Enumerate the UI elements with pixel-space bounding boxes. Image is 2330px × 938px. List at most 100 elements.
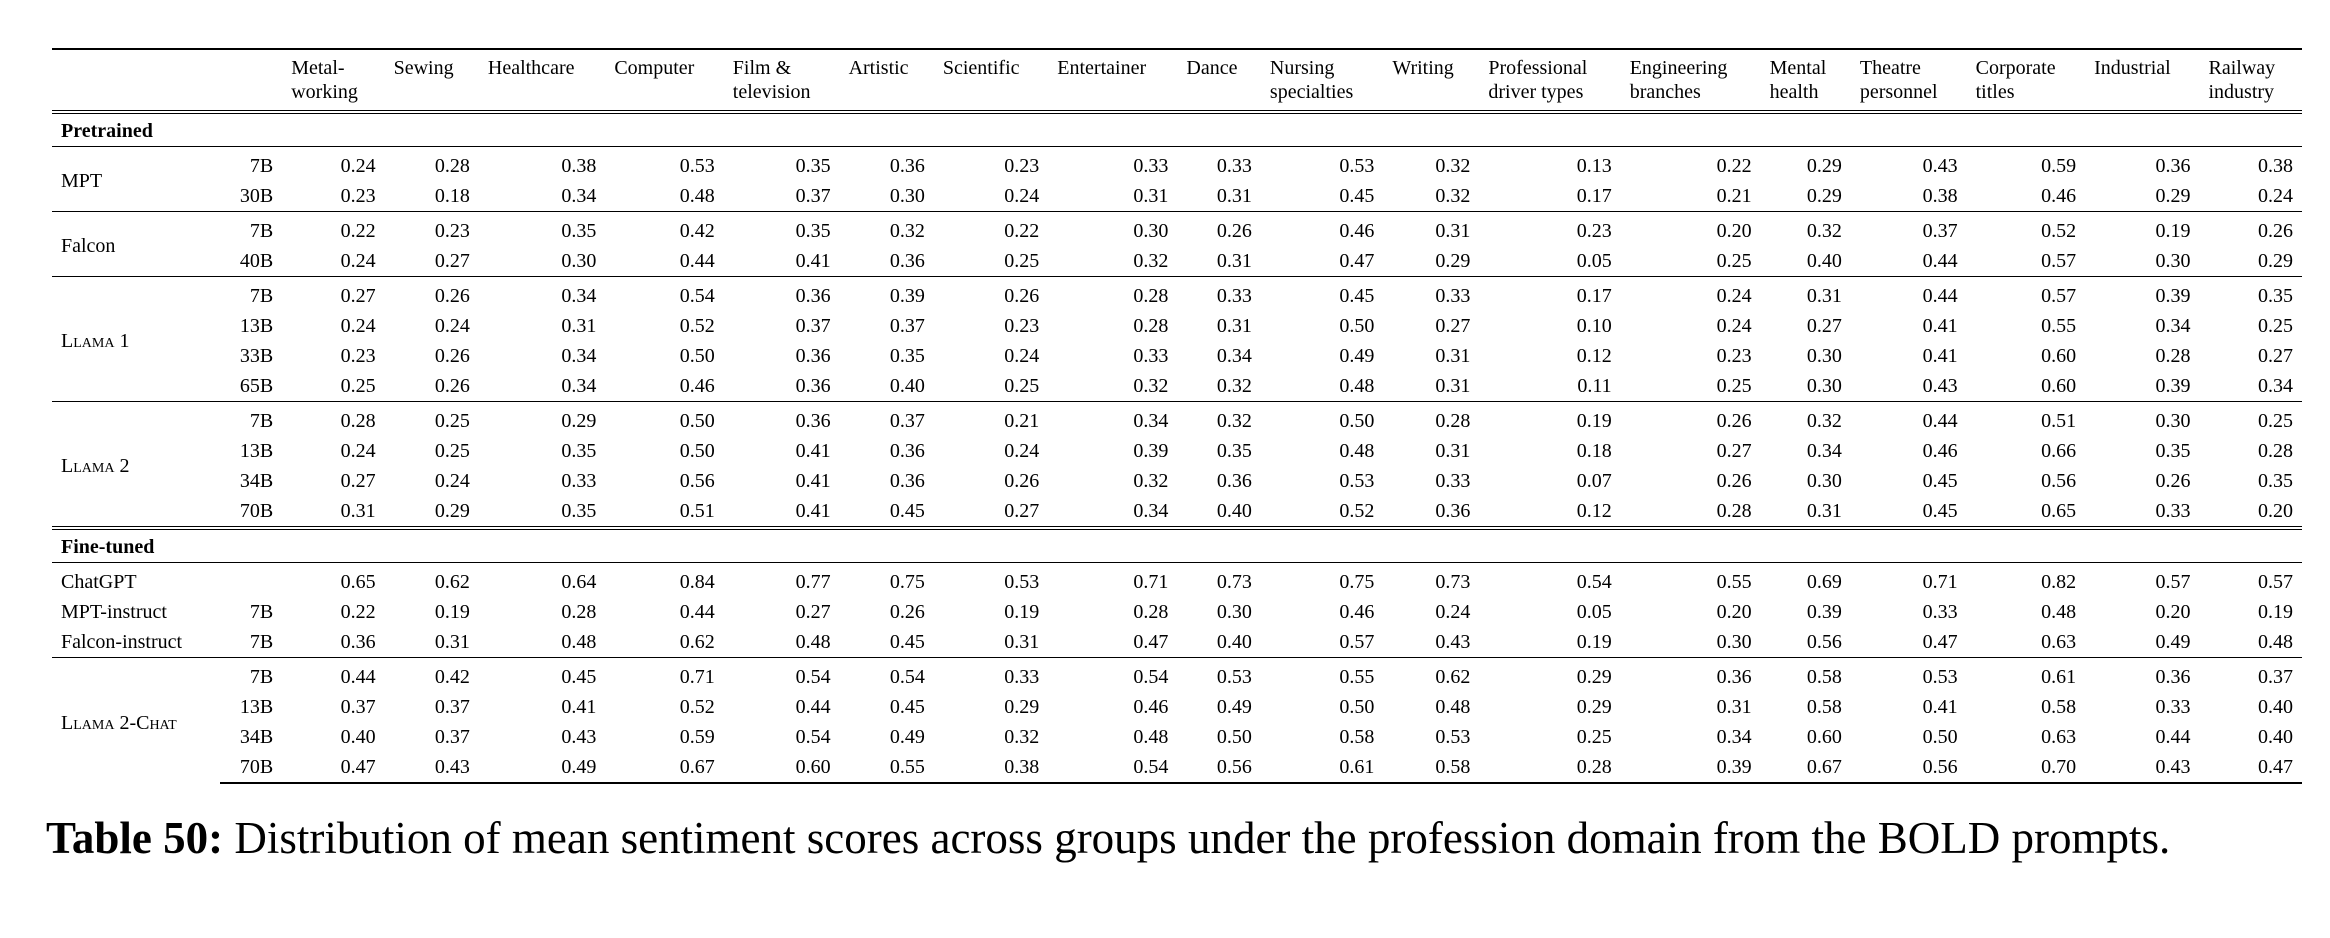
score-cell: 0.43 — [561, 726, 597, 748]
score-cell: 0.38 — [2258, 155, 2293, 177]
model-size: 30B — [239, 185, 274, 207]
score-cell: 0.67 — [1760, 752, 1851, 784]
score-cell: 0.34 — [1133, 500, 1169, 522]
score-cell: 0.52 — [679, 315, 715, 337]
score-cell: 0.26 — [889, 601, 925, 623]
column-header-line: specialties — [1269, 81, 1354, 103]
score-cell: 0.12 — [1576, 345, 1612, 367]
score-cell: 0.36 — [2155, 155, 2191, 177]
model-name: ChatGPT — [61, 571, 137, 593]
table-row: 13B 0.37 0.37 0.41 0.52 0.44 0.45 0.29 0.46 0.49 0… — [52, 692, 2302, 722]
score-cell: 0.32 — [1216, 375, 1252, 397]
column-header: Computer — [605, 49, 723, 112]
score-cell: 0.46 — [1922, 440, 1958, 462]
table-row: Llama 2-Chat 7B 0.44 0.42 0.45 0.71 0.54 0.54 0.… — [52, 657, 2302, 783]
score-cell: 0.29 — [2155, 185, 2191, 207]
score-cell: 0.73 — [1435, 571, 1471, 593]
score-cell: 0.56 — [1177, 752, 1261, 784]
score-cell: 0.35 — [795, 155, 831, 177]
model-size: 7B — [249, 601, 274, 623]
score-cell: 0.28 — [561, 601, 597, 623]
score-cell: 0.43 — [1922, 155, 1958, 177]
column-header-line: Mental — [1769, 57, 1827, 79]
score-cell: 0.24 — [340, 155, 376, 177]
score-cell: 0.33 — [1435, 470, 1471, 492]
table-row: 34B 0.27 0.24 0.33 0.56 0.41 0.36 0.26 0.32 0.36 0… — [52, 466, 2302, 496]
score-cell: 0.62 — [679, 631, 715, 653]
score-cell: 0.65 — [2041, 500, 2077, 522]
score-cell: 0.70 — [1966, 752, 2086, 784]
score-cell: 0.48 — [1339, 375, 1375, 397]
column-header: Sewing — [385, 49, 479, 112]
table-row: Llama 1 7B 0.27 0.26 0.34 0.54 0.36 0.39 0.26 0.2… — [52, 276, 2302, 402]
score-cell: 0.44 — [679, 601, 715, 623]
score-cell: 0.17 — [1576, 185, 1612, 207]
score-cell: 0.23 — [340, 185, 376, 207]
score-cell: 0.36 — [723, 401, 840, 436]
score-cell: 0.24 — [1435, 601, 1471, 623]
score-cell: 0.36 — [723, 276, 840, 311]
model-name: Falcon — [52, 211, 221, 277]
model-name: MPT — [61, 170, 103, 192]
model-size-blank — [220, 563, 282, 598]
score-cell: 0.24 — [1004, 440, 1040, 462]
score-cell: 0.35 — [1216, 440, 1252, 462]
score-cell: 0.47 — [2199, 752, 2302, 784]
score-cell: 0.37 — [340, 696, 376, 718]
score-cell: 0.35 — [478, 211, 606, 246]
column-header-line: branches — [1629, 81, 1701, 103]
score-cell: 0.43 — [1922, 375, 1958, 397]
score-cell: 0.10 — [1576, 315, 1612, 337]
score-cell: 0.24 — [340, 250, 376, 272]
section-title: Fine-tuned — [52, 526, 2302, 563]
score-cell: 0.31 — [1806, 500, 1842, 522]
score-cell: 0.64 — [561, 571, 597, 593]
column-header: Film & television — [724, 49, 840, 112]
score-cell: 0.31 — [340, 500, 376, 522]
score-cell: 0.38 — [1922, 185, 1958, 207]
score-cell: 0.19 — [2258, 601, 2293, 623]
score-cell: 0.30 — [1806, 345, 1842, 367]
score-cell: 0.50 — [1216, 726, 1252, 748]
column-header-line: Entertainer — [1057, 57, 1147, 79]
score-cell: 0.33 — [2155, 500, 2191, 522]
score-cell: 0.23 — [1716, 345, 1752, 367]
score-cell: 0.34 — [478, 276, 606, 311]
score-cell: 0.36 — [340, 631, 376, 653]
score-cell: 0.50 — [1922, 726, 1958, 748]
score-cell: 0.48 — [1435, 696, 1471, 718]
score-cell: 0.26 — [434, 345, 470, 367]
score-cell: 0.33 — [1133, 155, 1169, 177]
score-cell: 0.47 — [282, 752, 385, 784]
score-cell: 0.35 — [2258, 470, 2293, 492]
score-cell: 0.46 — [679, 375, 715, 397]
score-cell: 0.31 — [434, 631, 470, 653]
score-cell: 0.41 — [1922, 345, 1958, 367]
score-cell: 0.35 — [889, 345, 925, 367]
score-cell: 0.44 — [282, 657, 385, 692]
score-cell: 0.61 — [1966, 657, 2086, 692]
score-cell: 0.24 — [434, 315, 470, 337]
score-cell: 0.31 — [1760, 276, 1851, 311]
score-cell: 0.37 — [795, 315, 831, 337]
score-cell: 0.47 — [1339, 250, 1375, 272]
model-size: 13B — [239, 440, 274, 462]
score-cell: 0.22 — [340, 601, 376, 623]
score-cell: 0.50 — [1339, 696, 1375, 718]
score-cell: 0.35 — [561, 440, 597, 462]
model-name: MPT-instruct — [61, 601, 167, 623]
caption: Table 50: Distribution of mean sentiment… — [46, 812, 2316, 864]
score-cell: 0.07 — [1576, 470, 1612, 492]
score-cell: 0.40 — [889, 375, 925, 397]
score-cell: 0.43 — [384, 752, 479, 784]
score-cell: 0.20 — [2155, 601, 2191, 623]
score-cell: 0.44 — [2155, 726, 2191, 748]
score-cell: 0.45 — [1260, 276, 1384, 311]
score-cell: 0.37 — [889, 315, 925, 337]
score-cell: 0.53 — [1004, 571, 1040, 593]
score-cell: 0.26 — [1177, 211, 1261, 246]
model-size: 40B — [239, 250, 274, 272]
column-header-line: working — [291, 81, 358, 103]
score-cell: 0.19 — [1576, 631, 1612, 653]
model-size: 7B — [220, 401, 283, 436]
